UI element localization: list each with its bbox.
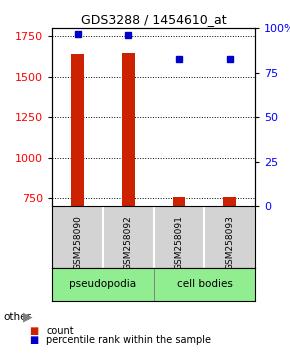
Bar	[122, 53, 135, 206]
Bar	[224, 196, 236, 206]
Text: count: count	[46, 326, 74, 336]
Text: GSM258092: GSM258092	[124, 216, 133, 270]
Title: GDS3288 / 1454610_at: GDS3288 / 1454610_at	[81, 13, 226, 26]
FancyBboxPatch shape	[52, 268, 154, 301]
Text: pseudopodia: pseudopodia	[69, 279, 137, 289]
FancyBboxPatch shape	[154, 268, 255, 301]
Text: cell bodies: cell bodies	[177, 279, 232, 289]
Text: GSM258093: GSM258093	[225, 216, 234, 270]
Text: other: other	[3, 312, 31, 322]
Text: percentile rank within the sample: percentile rank within the sample	[46, 335, 211, 345]
Text: ▶: ▶	[23, 310, 33, 323]
Bar	[71, 54, 84, 206]
Text: ■: ■	[29, 335, 38, 345]
Text: GSM258090: GSM258090	[73, 216, 82, 270]
Text: ■: ■	[29, 326, 38, 336]
Bar	[173, 198, 185, 206]
Text: GSM258091: GSM258091	[175, 216, 184, 270]
